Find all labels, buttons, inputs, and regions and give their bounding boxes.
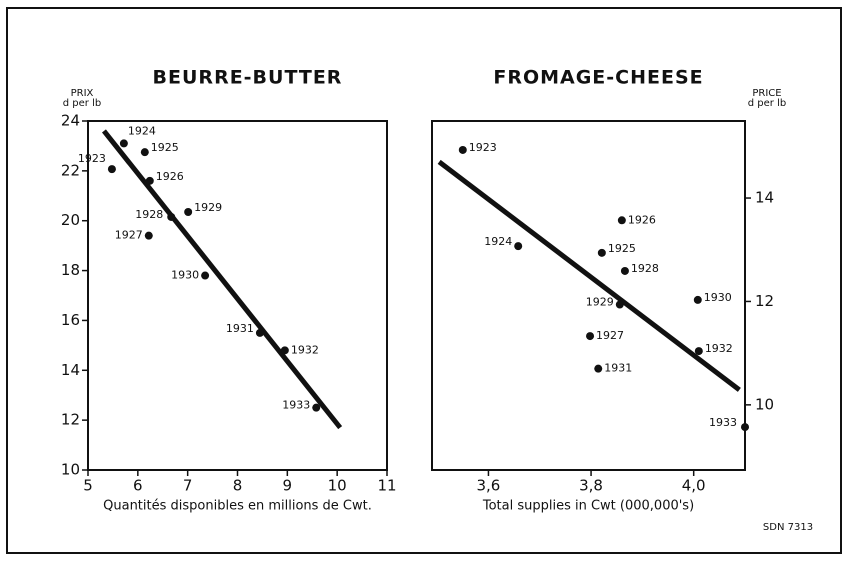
x-tick-label: 5 — [83, 477, 93, 495]
y-tick-label: 24 — [61, 112, 80, 130]
y-tick-label: 14 — [61, 361, 80, 379]
y-axis-label: PRICE — [752, 88, 781, 99]
point-label: 1925 — [151, 141, 179, 154]
x-tick-label: 3,8 — [579, 477, 603, 495]
y-tick-label: 12 — [61, 411, 80, 429]
point-label: 1923 — [78, 152, 106, 165]
y-tick-label: 22 — [61, 161, 80, 179]
point — [119, 139, 128, 148]
point-label: 1926 — [628, 213, 656, 226]
point — [312, 403, 321, 412]
point — [140, 148, 149, 157]
y-tick-label: 12 — [755, 292, 774, 310]
x-tick-label: 6 — [133, 477, 143, 495]
chart-title: BEURRE-BUTTER — [153, 67, 343, 89]
point — [594, 364, 603, 373]
point — [694, 347, 703, 356]
point — [620, 266, 629, 275]
point — [255, 328, 264, 337]
point-label: 1930 — [704, 291, 732, 304]
point-label: 1927 — [115, 229, 143, 242]
x-axis-label: Quantités disponibles en millions de Cwt… — [103, 499, 372, 514]
point — [693, 295, 702, 304]
point-label: 1928 — [135, 208, 163, 221]
y-tick-label: 20 — [61, 211, 80, 229]
point — [144, 231, 153, 240]
point-label: 1925 — [608, 242, 636, 255]
point-label: 1932 — [705, 342, 733, 355]
y-axis-label: d per lb — [748, 98, 786, 109]
frame — [6, 7, 842, 554]
point — [617, 216, 626, 225]
point — [184, 207, 193, 216]
point — [280, 346, 289, 355]
point — [167, 212, 176, 221]
point-label: 1929 — [586, 296, 614, 309]
point-label: 1930 — [171, 269, 199, 282]
point — [145, 176, 154, 185]
x-tick-label: 7 — [183, 477, 193, 495]
x-tick-label: 3,6 — [477, 477, 501, 495]
point-label: 1933 — [709, 416, 737, 429]
point-label: 1928 — [631, 262, 659, 275]
point-label: 1927 — [596, 329, 624, 342]
x-tick-label: 11 — [377, 477, 396, 495]
point-label: 1924 — [128, 124, 156, 137]
point — [597, 248, 606, 257]
point-label: 1929 — [194, 201, 222, 214]
y-tick-label: 18 — [61, 261, 80, 279]
y-tick-label: 10 — [755, 395, 774, 413]
point-label: 1931 — [604, 362, 632, 375]
point — [107, 165, 116, 174]
point — [586, 332, 595, 341]
y-tick-label: 14 — [755, 189, 774, 207]
plot-area — [431, 120, 746, 471]
x-axis-label: Total supplies in Cwt (000,000's) — [482, 499, 694, 514]
footer: SDN 7313 — [763, 522, 813, 533]
y-axis-label: d per lb — [63, 98, 101, 109]
point — [741, 423, 749, 432]
x-tick-label: 8 — [233, 477, 243, 495]
x-tick-label: 4,0 — [682, 477, 706, 495]
point — [514, 242, 523, 251]
point — [458, 145, 467, 154]
trend-line — [101, 129, 343, 430]
trend-line — [437, 159, 741, 392]
point-label: 1926 — [156, 170, 184, 183]
y-tick-label: 10 — [61, 461, 80, 479]
point-label: 1933 — [282, 399, 310, 412]
point-label: 1931 — [226, 322, 254, 335]
point — [201, 271, 210, 280]
x-tick-label: 10 — [328, 477, 347, 495]
point-label: 1923 — [469, 141, 497, 154]
point — [615, 300, 624, 309]
point-label: 1924 — [484, 235, 512, 248]
point-label: 1932 — [291, 343, 319, 356]
chart-title: FROMAGE-CHEESE — [493, 67, 703, 89]
y-tick-label: 16 — [61, 311, 80, 329]
y-axis-label: PRIX — [71, 88, 94, 99]
x-tick-label: 9 — [283, 477, 293, 495]
